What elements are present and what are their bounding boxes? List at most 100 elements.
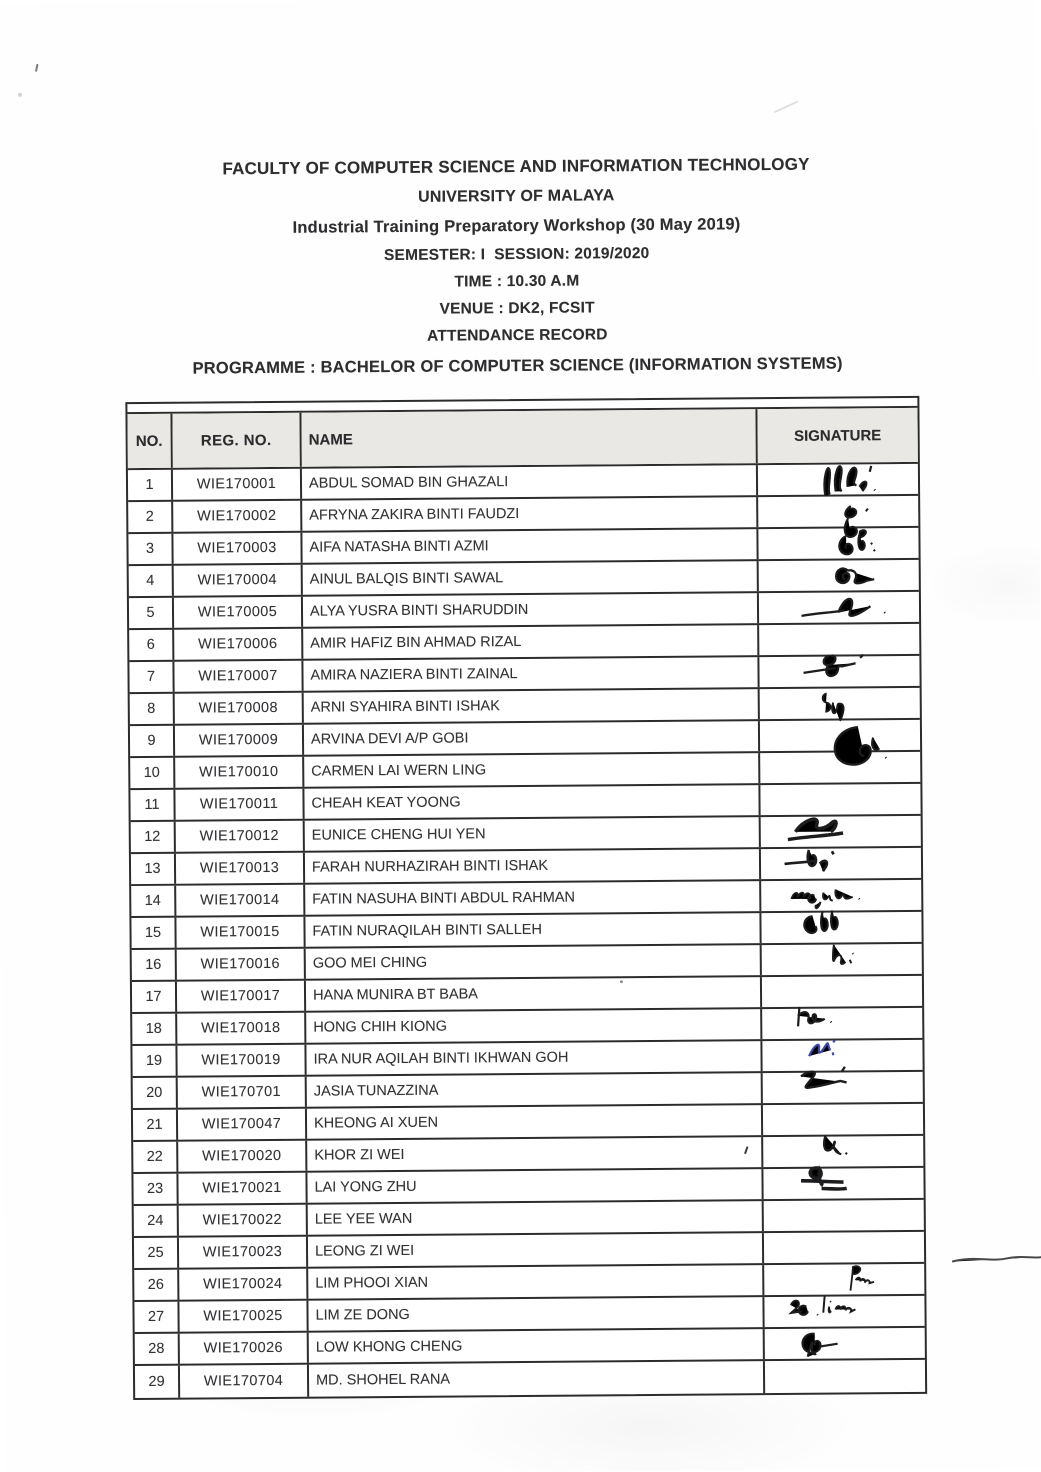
header-line-university: UNIVERSITY OF MALAYA <box>418 187 615 206</box>
signature-cell <box>758 464 918 498</box>
name-cell: AINUL BALQIS BINTI SAWAL <box>302 561 759 595</box>
row-number-cell: 26 <box>134 1269 180 1301</box>
reg-no-cell: WIE170002 <box>173 500 303 532</box>
name-cell: LEE YEE WAN <box>307 1201 764 1235</box>
row-number-cell: 20 <box>132 1077 178 1109</box>
header-line-workshop: Industrial Training Preparatory Workshop… <box>292 215 741 237</box>
signature-cell <box>760 784 920 815</box>
name-cell: ARVINA DEVI A/P GOBI <box>303 721 761 755</box>
reg-no-cell: WIE170012 <box>175 820 305 852</box>
row-number-cell: 24 <box>133 1205 179 1237</box>
signature-cell <box>762 976 922 1007</box>
row-number-cell: 6 <box>129 629 175 661</box>
signature-cell <box>765 1328 925 1359</box>
signature-cell <box>764 1264 924 1295</box>
signature-cell <box>762 1005 922 1039</box>
reg-no-cell: WIE170022 <box>178 1204 308 1236</box>
row-number-cell: 23 <box>133 1173 179 1205</box>
signature-cell <box>763 1104 923 1135</box>
reg-no-cell: WIE170701 <box>177 1076 307 1108</box>
name-cell: CARMEN LAI WERN LING <box>304 753 761 787</box>
row-number-cell: 12 <box>130 821 176 853</box>
reg-no-cell: WIE170006 <box>174 628 304 660</box>
row-number-cell: 4 <box>128 565 174 597</box>
column-header-no: NO. <box>127 413 173 469</box>
row-number-cell: 17 <box>131 981 178 1013</box>
reg-no-cell: WIE170024 <box>179 1268 309 1300</box>
row-number-cell: 14 <box>131 885 177 917</box>
signature-cell <box>761 848 921 879</box>
table-row: 29 WIE170704 MD. SHOHEL RANA <box>134 1360 925 1399</box>
scan-artifact-smudge <box>773 100 799 114</box>
row-number-cell: 27 <box>134 1301 180 1333</box>
row-number-cell: 25 <box>133 1237 180 1269</box>
table-header-row: NO. REG. NO. NAME SIGNATURE <box>127 405 918 471</box>
name-cell: HONG CHIH KIONG <box>306 1009 763 1043</box>
scan-artifact-dot <box>17 92 22 97</box>
signature-cell <box>759 653 919 687</box>
reg-no-cell: WIE170013 <box>175 852 306 884</box>
reg-no-cell: WIE170025 <box>179 1300 309 1332</box>
header-line-time: TIME : 10.30 A.M <box>454 272 580 291</box>
signature-cell <box>760 720 920 766</box>
reg-no-cell: WIE170018 <box>177 1012 307 1044</box>
signature-cell <box>760 752 920 783</box>
row-number-cell: 1 <box>127 469 174 501</box>
header-line-semester-session: SEMESTER: I SESSION: 2019/2020 <box>383 244 650 265</box>
attendance-table: NO. REG. NO. NAME SIGNATURE 1 WIE170001 … <box>125 395 928 1401</box>
name-cell: GOO MEI CHING <box>305 945 762 979</box>
name-cell: HANA MUNIRA BT BABA <box>305 977 763 1011</box>
name-cell: LOW KHONG CHENG <box>308 1329 765 1363</box>
row-number-cell: 15 <box>131 917 177 949</box>
row-number-cell: 19 <box>132 1045 178 1077</box>
reg-no-cell: WIE170023 <box>178 1236 309 1268</box>
header-line-faculty: FACULTY OF COMPUTER SCIENCE AND INFORMAT… <box>222 154 810 179</box>
row-number-cell: 16 <box>131 949 177 981</box>
signature-cell <box>763 1165 923 1199</box>
signature-cell <box>761 909 921 943</box>
name-cell: KHEONG AI XUEN <box>306 1105 764 1139</box>
name-cell: ABDUL SOMAD BIN GHAZALI <box>301 465 759 499</box>
scan-artifact-tick <box>34 63 39 72</box>
name-cell: KHOR ZI WEI <box>307 1137 764 1171</box>
reg-no-cell: WIE170008 <box>174 692 304 724</box>
signature-cell <box>758 528 918 559</box>
signature-cell <box>762 1039 922 1071</box>
reg-no-cell: WIE170020 <box>178 1140 308 1172</box>
name-cell: IRA NUR AQILAH BINTI IKHWAN GOH <box>306 1041 763 1075</box>
signature-cell <box>761 816 921 847</box>
row-number-cell: 13 <box>130 853 177 885</box>
signature-cell <box>758 496 918 540</box>
reg-no-cell: WIE170004 <box>173 564 303 596</box>
name-cell: AMIRA NAZIERA BINTI ZAINAL <box>303 657 760 691</box>
row-number-cell: 11 <box>130 789 176 821</box>
reg-no-cell: WIE170016 <box>176 948 306 980</box>
name-cell: CHEAH KEAT YOONG <box>304 785 761 819</box>
reg-no-cell: WIE170007 <box>174 660 304 692</box>
reg-no-cell: WIE170001 <box>172 468 303 500</box>
reg-no-cell: WIE170010 <box>175 756 305 788</box>
row-number-cell: 29 <box>134 1365 181 1399</box>
scan-artifact-pen-line <box>951 1255 1041 1263</box>
name-cell: JASIA TUNAZZINA <box>306 1073 763 1107</box>
name-cell: AMIR HAFIZ BIN AHMAD RIZAL <box>303 625 760 659</box>
row-number-cell: 22 <box>133 1141 179 1173</box>
signature-cell <box>759 560 919 591</box>
reg-no-cell: WIE170019 <box>177 1044 307 1076</box>
reg-no-cell: WIE170017 <box>176 980 307 1012</box>
signature-cell <box>759 592 919 623</box>
header-line-venue: VENUE : DK2, FCSIT <box>439 299 595 318</box>
row-number-cell: 28 <box>134 1333 180 1365</box>
document-header: FACULTY OF COMPUTER SCIENCE AND INFORMAT… <box>0 153 1038 380</box>
signature-cell <box>763 1134 923 1167</box>
name-cell: FATIN NURAQILAH BINTI SALLEH <box>305 913 762 947</box>
row-number-cell: 9 <box>129 725 176 757</box>
name-cell: AIFA NATASHA BINTI AZMI <box>302 529 759 563</box>
name-cell: FATIN NASUHA BINTI ABDUL RAHMAN <box>305 881 762 915</box>
reg-no-cell: WIE170005 <box>173 596 304 628</box>
name-cell: EUNICE CHENG HUI YEN <box>304 817 761 851</box>
row-number-cell: 21 <box>132 1109 179 1141</box>
signature-cell <box>760 688 920 723</box>
signature-cell <box>765 1360 925 1393</box>
name-cell: ALYA YUSRA BINTI SHARUDDIN <box>302 593 760 627</box>
